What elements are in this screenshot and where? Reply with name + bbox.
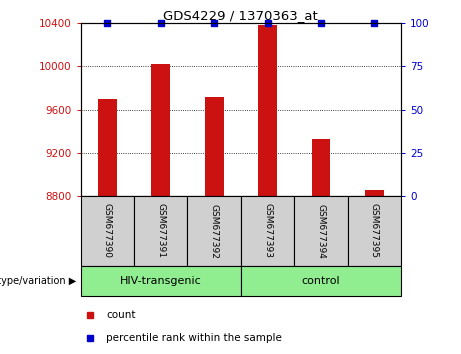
Text: percentile rank within the sample: percentile rank within the sample	[106, 333, 282, 343]
Text: GSM677395: GSM677395	[370, 204, 379, 258]
Bar	[258, 25, 277, 196]
Bar	[81, 266, 241, 296]
Bar	[81, 196, 134, 266]
Bar	[205, 97, 224, 196]
Bar	[348, 196, 401, 266]
Text: GSM677392: GSM677392	[210, 204, 219, 258]
Bar	[241, 266, 401, 296]
Bar	[365, 190, 384, 196]
Text: GSM677393: GSM677393	[263, 204, 272, 258]
Bar	[151, 64, 170, 196]
Bar	[312, 139, 331, 196]
Text: GSM677390: GSM677390	[103, 204, 112, 258]
Text: GSM677391: GSM677391	[156, 204, 165, 258]
Bar	[241, 196, 294, 266]
Bar	[188, 196, 241, 266]
Text: count: count	[106, 310, 136, 320]
Title: GDS4229 / 1370363_at: GDS4229 / 1370363_at	[164, 9, 318, 22]
Bar	[98, 99, 117, 196]
Bar	[134, 196, 188, 266]
Bar	[294, 196, 348, 266]
Text: HIV-transgenic: HIV-transgenic	[120, 275, 201, 286]
Text: control: control	[301, 275, 340, 286]
Text: GSM677394: GSM677394	[316, 204, 325, 258]
Text: genotype/variation ▶: genotype/variation ▶	[0, 275, 76, 286]
